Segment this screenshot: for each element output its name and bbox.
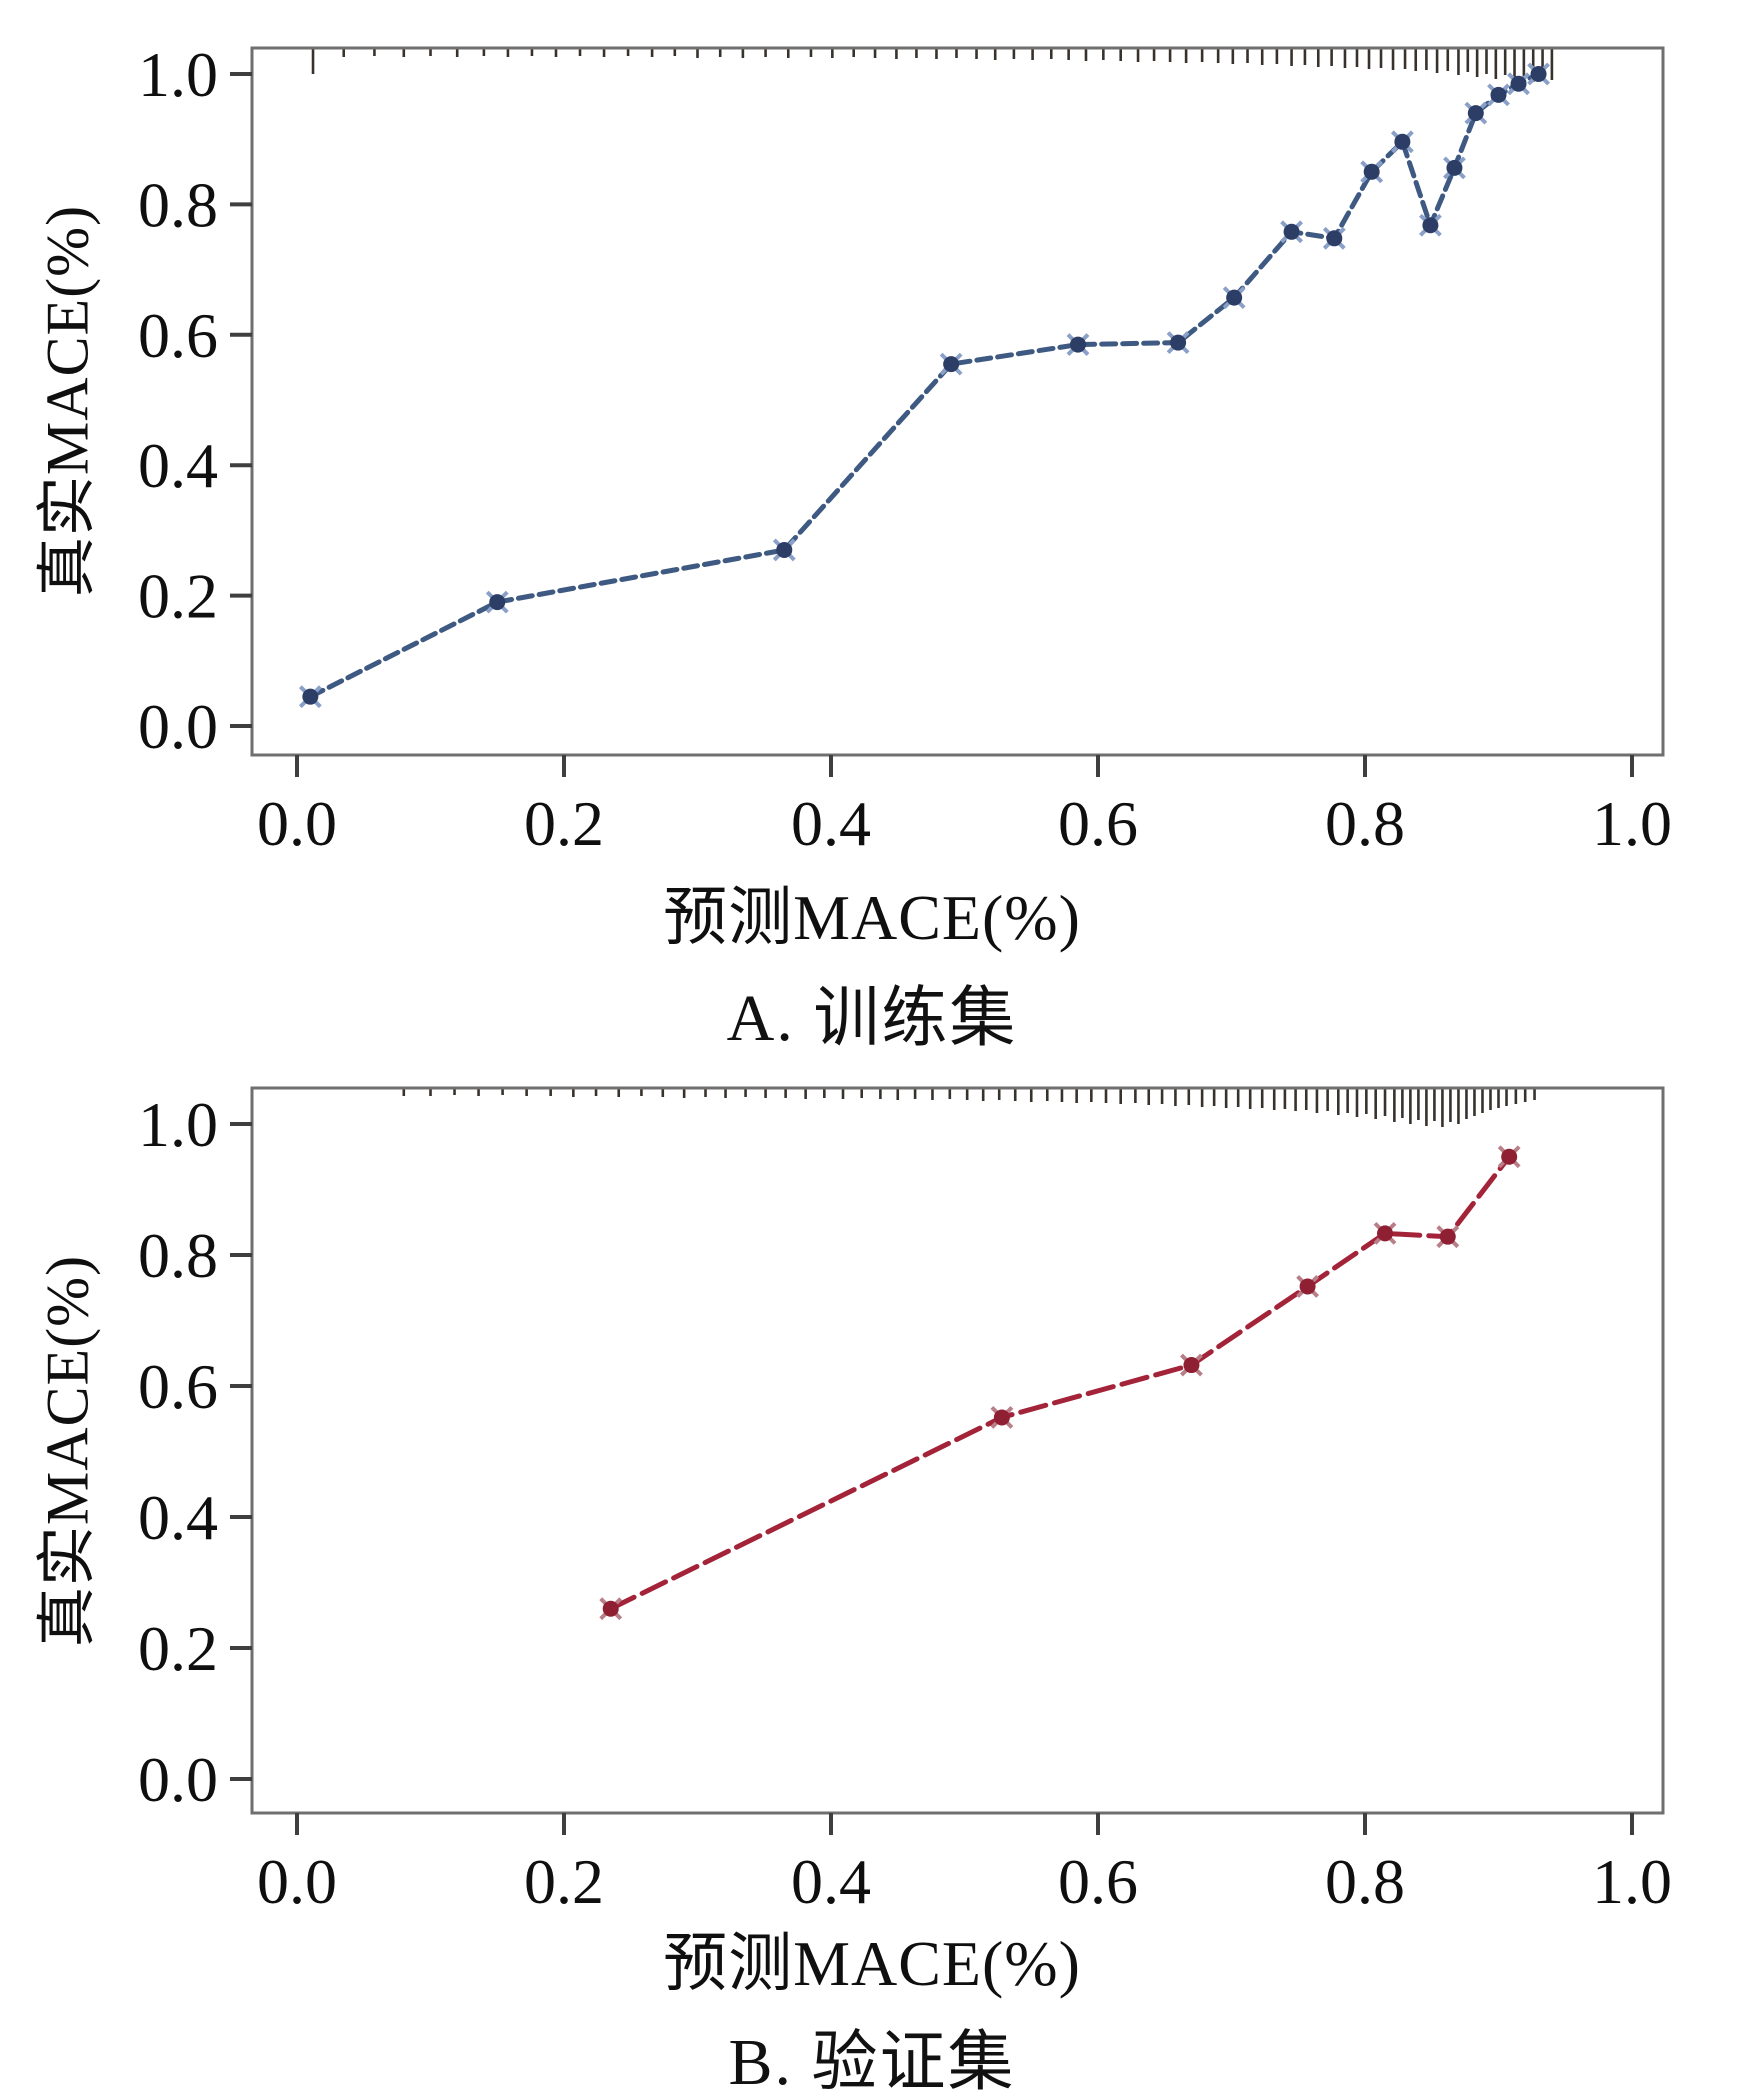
panel-train-caption: A. 训练集 — [726, 982, 1018, 1055]
x-tick-label: 1.0 — [1592, 788, 1672, 859]
panel-train-plot: 0.0 0.2 0.4 0.6 0.8 1.0 0.0 0.2 0.4 0.6 0.8 1.0 — [138, 39, 1672, 859]
data-point-marker — [1363, 163, 1380, 180]
y-tick-label: 0.4 — [138, 1482, 218, 1553]
y-tick-label: 0.0 — [138, 691, 218, 762]
x-tick-label: 0.4 — [791, 788, 871, 859]
data-point-marker — [993, 1409, 1010, 1426]
x-tick-label: 0.0 — [257, 1846, 337, 1917]
data-point-marker — [1226, 289, 1243, 306]
x-tick-label: 0.2 — [524, 788, 604, 859]
y-tick-label: 1.0 — [138, 1089, 218, 1160]
data-point-marker — [776, 541, 793, 558]
plot-frame — [250, 1086, 1665, 1815]
data-point-marker — [1394, 133, 1411, 150]
y-tick-label: 0.8 — [138, 1220, 218, 1291]
data-point-marker — [489, 594, 506, 611]
y-tick-label: 0.6 — [138, 300, 218, 371]
panel-validation-x-axis-title: 预测MACE(%) — [663, 1928, 1081, 1999]
data-point-marker — [1510, 75, 1527, 92]
x-tick-label: 0.8 — [1325, 1846, 1405, 1917]
data-point-marker — [1490, 86, 1507, 103]
data-point-marker — [1377, 1225, 1394, 1242]
data-point-marker — [1439, 1228, 1456, 1245]
data-point-marker — [602, 1600, 619, 1617]
y-tick-label: 0.2 — [138, 1613, 218, 1684]
data-point-marker — [1446, 159, 1463, 176]
data-point-marker — [1530, 66, 1547, 82]
panel-train-x-axis-title: 预测MACE(%) — [663, 882, 1081, 953]
y-tick-label: 0.8 — [138, 169, 218, 240]
plot-frame — [250, 46, 1665, 757]
x-tick-label: 0.6 — [1058, 1846, 1138, 1917]
y-tick-label: 1.0 — [138, 39, 218, 110]
y-tick-label: 0.2 — [138, 561, 218, 632]
data-point-marker — [1069, 336, 1086, 353]
x-tick-label: 1.0 — [1592, 1846, 1672, 1917]
data-point-marker — [1467, 105, 1484, 122]
panel-validation-caption: B. 验证集 — [728, 2026, 1016, 2097]
x-tick-label: 0.2 — [524, 1846, 604, 1917]
data-point-marker — [1326, 230, 1343, 247]
data-point-marker — [1299, 1278, 1316, 1295]
data-point-marker — [302, 688, 319, 705]
x-tick-label: 0.8 — [1325, 788, 1405, 859]
data-point-marker — [1422, 217, 1439, 234]
data-point-marker — [943, 356, 960, 373]
data-point-marker — [1501, 1148, 1518, 1165]
data-point-marker — [1183, 1357, 1200, 1374]
panel-validation-plot: 0.0 0.2 0.4 0.6 0.8 1.0 0.0 0.2 0.4 0.6 0.8 1.0 — [138, 1086, 1672, 1917]
data-point-marker — [1283, 223, 1300, 240]
x-tick-label: 0.6 — [1058, 788, 1138, 859]
y-tick-label: 0.4 — [138, 430, 218, 501]
x-tick-label: 0.0 — [257, 788, 337, 859]
y-tick-label: 0.6 — [138, 1351, 218, 1422]
y-tick-label: 0.0 — [138, 1744, 218, 1815]
data-point-marker — [1170, 334, 1187, 351]
x-tick-label: 0.4 — [791, 1846, 871, 1917]
